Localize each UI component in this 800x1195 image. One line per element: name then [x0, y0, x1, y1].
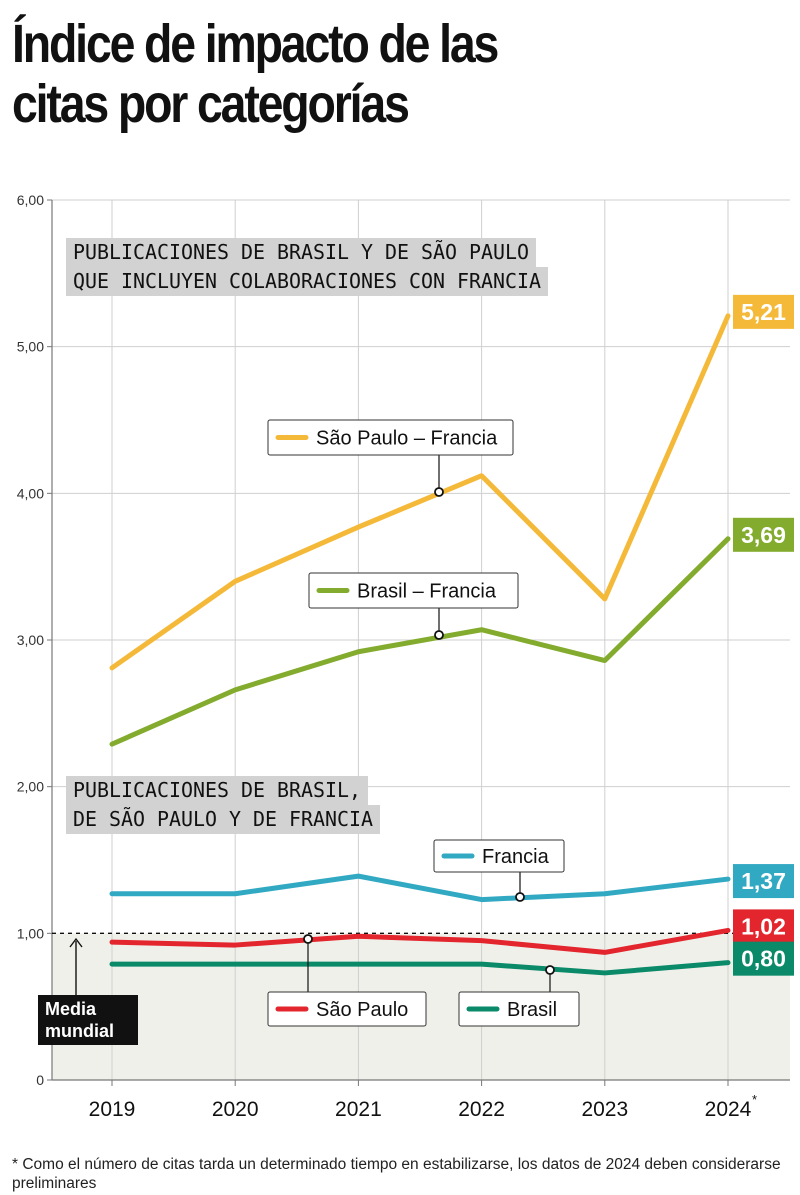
legend-box	[458, 991, 580, 1027]
callout-marker	[515, 892, 525, 902]
line-chart: 0 1,00 2,00 3,00 4,00 5,00 6,00 2019 2020 2021 202…	[17, 192, 794, 1121]
legend-callout-brasil-francia: Brasil – Francia	[308, 572, 519, 640]
group-label-line: QUE INCLUYEN COLABORACIONES CON FRANCIA	[73, 269, 541, 293]
y-tick-label: 2,00	[17, 779, 44, 795]
group-label-background	[66, 776, 368, 805]
end-label-background	[733, 294, 794, 329]
end-label-sao-paulo: 1,02	[733, 909, 794, 944]
legend-callout-sao-paulo-francia: São Paulo – Francia	[267, 419, 514, 497]
end-label-sao-paulo-francia: 5,21	[733, 294, 794, 329]
legend-label: Brasil	[507, 999, 557, 1021]
legend-box	[267, 991, 427, 1027]
group-label-background	[66, 805, 380, 834]
x-tick-label: 2024	[705, 1098, 752, 1121]
y-tick-label: 4,00	[17, 485, 44, 501]
y-tick-label: 1,00	[17, 925, 44, 941]
group-label-background	[66, 267, 548, 296]
end-label-value: 3,69	[741, 522, 786, 548]
end-label-background	[733, 864, 794, 899]
series-line-brasil	[109, 960, 731, 976]
chart-title-line-1: Índice de impacto de las	[12, 14, 499, 74]
callout-marker	[303, 934, 313, 944]
x-tick-label: 2020	[212, 1098, 259, 1121]
x-tick-label: 2019	[89, 1098, 136, 1121]
world-average-label-line: Media	[45, 999, 97, 1019]
legend-label: Brasil – Francia	[357, 581, 497, 603]
end-label-background	[733, 517, 794, 552]
legend-label: São Paulo	[316, 999, 408, 1021]
end-label-background	[733, 941, 794, 976]
group-label-line: PUBLICACIONES DE BRASIL,	[73, 778, 361, 802]
end-label-value: 1,02	[741, 913, 786, 939]
world-average-arrow-head	[69, 937, 83, 948]
group-label-line: PUBLICACIONES DE BRASIL Y DE SÃO PAULO	[73, 240, 529, 264]
legend-callout-francia: Francia	[433, 839, 565, 902]
x-tick-label: 2022	[458, 1098, 505, 1121]
world-average-label-line: mundial	[45, 1021, 114, 1041]
end-label-value: 1,37	[741, 868, 786, 894]
legend-callout-brasil: Brasil	[458, 965, 580, 1027]
callout-marker	[545, 965, 555, 975]
end-label-value: 0,80	[741, 946, 786, 972]
end-label-background	[733, 909, 794, 944]
series-line-brasil-francia	[109, 536, 731, 747]
end-label-francia: 1,37	[733, 864, 794, 899]
callout-marker	[434, 487, 444, 497]
world-average-label-background	[38, 995, 138, 1045]
series-line-francia	[109, 873, 731, 903]
legend-box	[267, 419, 514, 456]
series-line-sao-paulo-francia	[109, 313, 731, 671]
legend-callout-sao-paulo: São Paulo	[267, 934, 427, 1027]
group-label-line: DE SÃO PAULO Y DE FRANCIA	[73, 807, 373, 831]
series-line-sao-paulo	[109, 927, 731, 955]
y-tick-label: 6,00	[17, 192, 44, 208]
end-label-brasil-francia: 3,69	[733, 517, 794, 552]
x-tick-note: *	[752, 1092, 757, 1107]
legend-box	[308, 572, 519, 609]
y-tick-label: 0	[36, 1072, 44, 1088]
footnote: * Como el número de citas tarda un deter…	[12, 1156, 781, 1192]
legend-label: São Paulo – Francia	[316, 428, 498, 450]
group-label-1: PUBLICACIONES DE BRASIL Y DE SÃO PAULO QU…	[66, 238, 548, 296]
y-tick-label: 5,00	[17, 339, 44, 355]
end-label-brasil: 0,80	[733, 941, 794, 976]
x-tick-label: 2021	[335, 1098, 382, 1121]
x-tick-label: 2023	[581, 1098, 628, 1121]
end-label-value: 5,21	[741, 299, 786, 325]
group-label-background	[66, 238, 536, 267]
legend-label: Francia	[482, 846, 550, 868]
chart-title: Índice de impacto de las citas por categ…	[12, 14, 614, 134]
legend-box	[433, 839, 565, 873]
callout-marker	[434, 630, 444, 640]
y-tick-label: 3,00	[17, 632, 44, 648]
chart-title-line-2: citas por categorías	[12, 74, 410, 134]
group-label-2: PUBLICACIONES DE BRASIL, DE SÃO PAULO Y D…	[66, 776, 380, 834]
